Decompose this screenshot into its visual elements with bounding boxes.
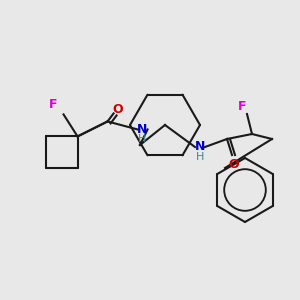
Text: O: O — [112, 103, 123, 116]
Text: N: N — [137, 123, 148, 136]
Text: N: N — [195, 140, 205, 154]
Text: F: F — [238, 100, 246, 112]
Text: H: H — [138, 134, 147, 144]
Text: F: F — [49, 98, 58, 111]
Text: O: O — [229, 158, 239, 170]
Text: H: H — [196, 152, 204, 162]
